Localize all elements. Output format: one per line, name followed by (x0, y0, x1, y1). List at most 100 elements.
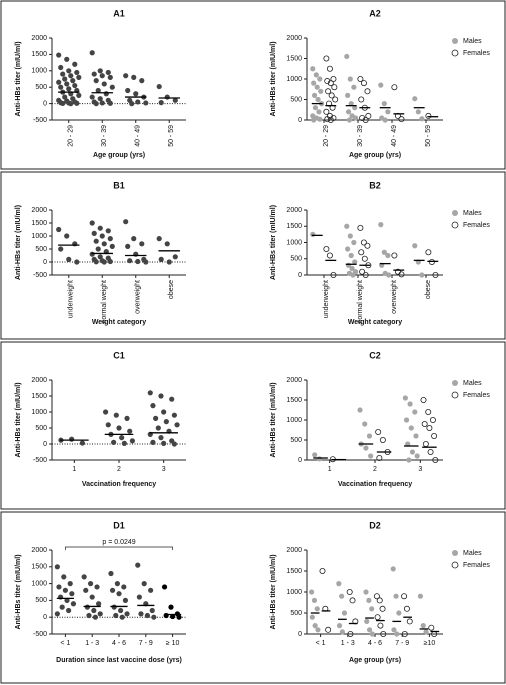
y-tick-label: 500 (35, 84, 47, 91)
y-tick-label: -500 (33, 457, 47, 464)
point (414, 453, 420, 459)
panel-title: B2 (369, 180, 381, 190)
x-axis-label: Vaccination frequency (338, 481, 412, 488)
x-tick-label: 1 - 3 (85, 640, 99, 647)
point (396, 610, 402, 616)
point (84, 604, 90, 610)
point (116, 591, 122, 597)
legend-marker (451, 221, 459, 229)
point (324, 116, 331, 123)
point (348, 252, 354, 259)
y-tick-label: 1500 (31, 564, 47, 571)
y-tick-label: 1500 (31, 51, 47, 58)
point (413, 433, 419, 439)
point (66, 68, 72, 74)
point (358, 96, 365, 103)
x-tick-label: 1 (328, 466, 332, 473)
legend-label: Males (463, 38, 482, 45)
y-tick-label: -500 (33, 272, 47, 279)
point (99, 73, 105, 79)
x-axis-label: Vaccination frequency (82, 481, 156, 488)
point (158, 256, 164, 262)
y-axis-label: Anti-HBs titer (mIU/ml) (15, 382, 22, 457)
point (403, 417, 410, 423)
point (105, 422, 111, 428)
point (379, 436, 386, 443)
legend-label: Females (463, 392, 490, 399)
panel-title: D2 (369, 520, 381, 530)
point (426, 424, 433, 431)
point (401, 631, 408, 638)
x-tick-label: 50 - 59 (425, 125, 432, 147)
point (121, 440, 127, 446)
point (99, 100, 105, 106)
x-tick-label: 4 - 6 (112, 640, 126, 647)
point (164, 241, 170, 247)
point (67, 581, 73, 587)
y-tick-label: 1500 (286, 397, 302, 404)
x-tick-label: 2 (117, 466, 121, 473)
point (325, 88, 332, 95)
legend-marker (452, 210, 458, 216)
point (352, 105, 358, 111)
point (428, 624, 435, 631)
point (311, 117, 317, 123)
point (151, 614, 157, 620)
point (127, 258, 133, 264)
point (138, 611, 144, 617)
y-tick-label: 1000 (31, 409, 47, 416)
x-tick-label: < 1 (316, 640, 326, 647)
point (341, 610, 348, 616)
y-tick-label: 1500 (31, 393, 47, 400)
x-tick-label: 50 - 59 (168, 125, 175, 147)
x-tick-label: obese (425, 280, 432, 299)
point (336, 581, 342, 587)
x-tick-label: normal weight (357, 280, 364, 324)
point (364, 88, 371, 95)
point (314, 84, 320, 90)
point (176, 614, 182, 620)
legend-label: Males (463, 210, 482, 217)
point (161, 409, 167, 415)
point (347, 233, 353, 239)
point (129, 438, 135, 444)
x-tick-label: 2 (373, 466, 377, 473)
point (58, 246, 64, 252)
y-tick-label: 500 (35, 597, 47, 604)
point (93, 78, 99, 84)
point (423, 629, 429, 635)
point (93, 238, 99, 244)
point (419, 272, 425, 278)
point (407, 401, 413, 407)
point (390, 566, 396, 572)
point (64, 56, 70, 62)
point (393, 593, 399, 599)
point (74, 259, 80, 265)
point (324, 78, 331, 85)
y-axis-label: Anti-HBs titer (mIU/ml) (15, 41, 22, 116)
point (155, 425, 161, 431)
point (317, 76, 323, 82)
x-tick-label: 30 - 39 (101, 125, 108, 147)
point (406, 618, 413, 625)
point (344, 223, 350, 229)
point (352, 259, 358, 265)
legend-label: Females (463, 562, 490, 569)
point (58, 64, 64, 71)
y-tick-label: 500 (35, 246, 47, 253)
point (369, 631, 375, 637)
significance-bracket (65, 546, 173, 550)
point (72, 61, 78, 67)
point (357, 76, 364, 83)
point (358, 249, 365, 256)
point (144, 612, 151, 619)
point (332, 96, 339, 103)
y-tick-label: 2000 (286, 547, 302, 554)
point (311, 80, 317, 86)
point (425, 112, 432, 119)
point (56, 226, 62, 233)
point (422, 440, 429, 447)
point (64, 597, 70, 604)
point (135, 258, 141, 265)
point (107, 258, 113, 265)
